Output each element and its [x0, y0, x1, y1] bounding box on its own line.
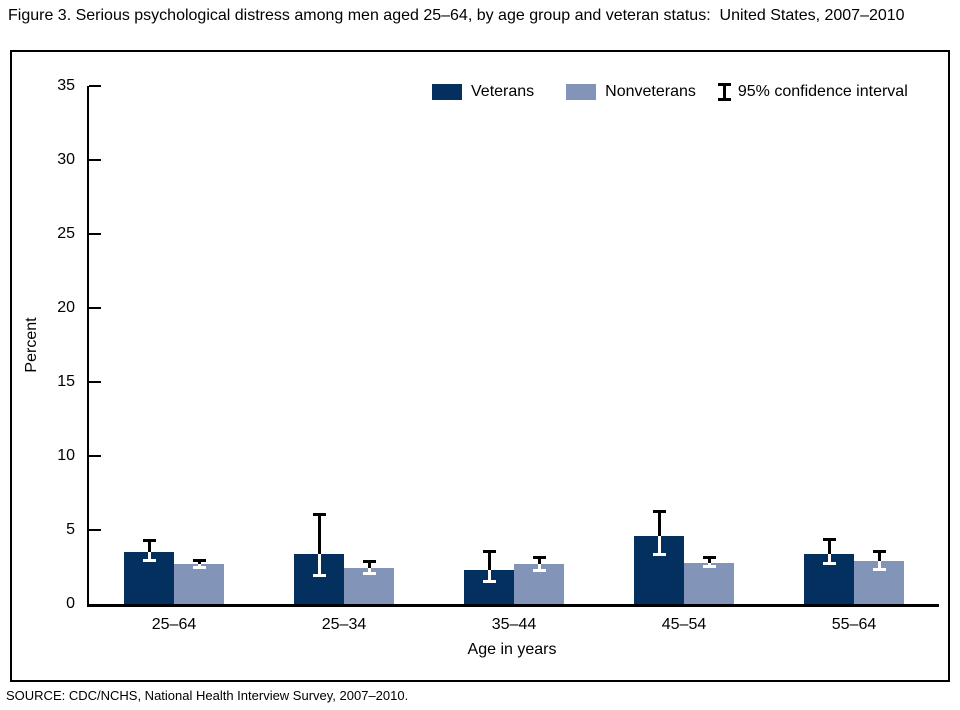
error-bar-cap-top	[822, 537, 836, 541]
error-bar-lower	[197, 564, 201, 569]
error-bar-cap-top	[142, 539, 156, 543]
error-bar-lower	[147, 552, 151, 562]
error-bar-lower	[487, 569, 491, 582]
y-tick-label: 15	[57, 373, 75, 390]
error-bar-upper	[657, 510, 661, 536]
bar-nonveterans	[174, 564, 224, 604]
legend: Veterans Nonveterans 95% confidence inte…	[432, 83, 908, 101]
legend-label-veterans: Veterans	[471, 83, 535, 100]
error-bar-cap-bottom	[312, 573, 326, 577]
error-bar-cap-top	[312, 512, 326, 516]
error-bar-cap-bottom	[142, 559, 156, 563]
x-axis-title: Age in years	[467, 641, 557, 658]
error-bar-lower	[877, 561, 881, 570]
error-bar-upper	[197, 559, 201, 565]
error-bar-cap-bottom	[822, 562, 836, 566]
error-bar-upper	[707, 556, 711, 563]
category-label: 45–54	[661, 616, 707, 633]
error-bar-upper	[317, 513, 321, 554]
error-bar-lower	[707, 562, 711, 567]
error-bar-lower	[657, 535, 661, 556]
figure-title: Figure 3. Serious psychological distress…	[8, 7, 905, 24]
error-bar-cap-top	[482, 549, 496, 553]
error-bar-upper	[827, 538, 831, 554]
error-bar-cap-top	[652, 509, 666, 513]
category-label: 25–64	[151, 616, 197, 633]
plot-area: 0 5 10 15 20 25 30 35 25–64 25–34 35–44 45–54 55–64	[57, 77, 939, 633]
y-tick-label: 0	[66, 595, 75, 612]
error-bar-cap-bottom	[872, 567, 886, 571]
error-bar-lower	[317, 553, 321, 576]
error-bar-cap-bottom	[532, 569, 546, 573]
error-bar-cap-top	[702, 555, 716, 559]
category-label: 55–64	[831, 616, 877, 633]
y-axis-title: Percent	[23, 317, 40, 373]
legend-label-ci: 95% confidence interval	[737, 83, 908, 100]
y-tick-label: 10	[57, 447, 75, 464]
error-bar-cap-bottom	[702, 565, 716, 568]
error-bar-cap-top	[362, 560, 376, 564]
y-tick-label: 25	[57, 225, 75, 242]
y-tick	[89, 233, 101, 235]
error-bar-upper	[877, 550, 881, 562]
error-bar-lower	[827, 553, 831, 565]
legend-swatch-veterans	[432, 84, 462, 100]
error-bar-icon	[717, 83, 731, 101]
bar-nonveterans	[684, 562, 734, 604]
error-bar-upper	[537, 556, 541, 565]
error-bar-lower	[537, 564, 541, 572]
y-tick	[89, 85, 101, 87]
y-tick-label: 35	[57, 77, 75, 94]
error-bar-upper	[367, 561, 371, 569]
y-tick	[89, 455, 101, 457]
error-bar-upper	[147, 540, 151, 553]
error-bar-cap-bottom	[362, 572, 376, 576]
error-bar-cap-bottom	[192, 566, 206, 570]
y-tick-label: 20	[57, 299, 75, 316]
y-tick	[89, 381, 101, 383]
y-tick	[89, 159, 101, 161]
category-label: 35–44	[491, 616, 537, 633]
y-tick	[89, 529, 101, 531]
chart-frame: Veterans Nonveterans 95% confidence inte…	[10, 50, 950, 682]
error-bar-upper	[487, 550, 491, 570]
source-line: SOURCE: CDC/NCHS, National Health Interv…	[6, 688, 409, 703]
error-bar-cap-bottom	[482, 579, 496, 583]
error-bar-lower	[367, 568, 371, 575]
error-bar-cap-bottom	[652, 553, 666, 557]
legend-swatch-nonveterans	[566, 84, 597, 100]
error-bar-cap-top	[532, 555, 546, 559]
legend-label-nonveterans: Nonveterans	[605, 83, 696, 100]
y-tick-label: 5	[66, 521, 75, 538]
category-label: 25–34	[321, 616, 367, 633]
y-tick	[89, 307, 101, 309]
error-bar-cap-top	[192, 558, 206, 562]
y-tick-label: 30	[57, 151, 75, 168]
error-bar-cap-top	[872, 549, 886, 553]
